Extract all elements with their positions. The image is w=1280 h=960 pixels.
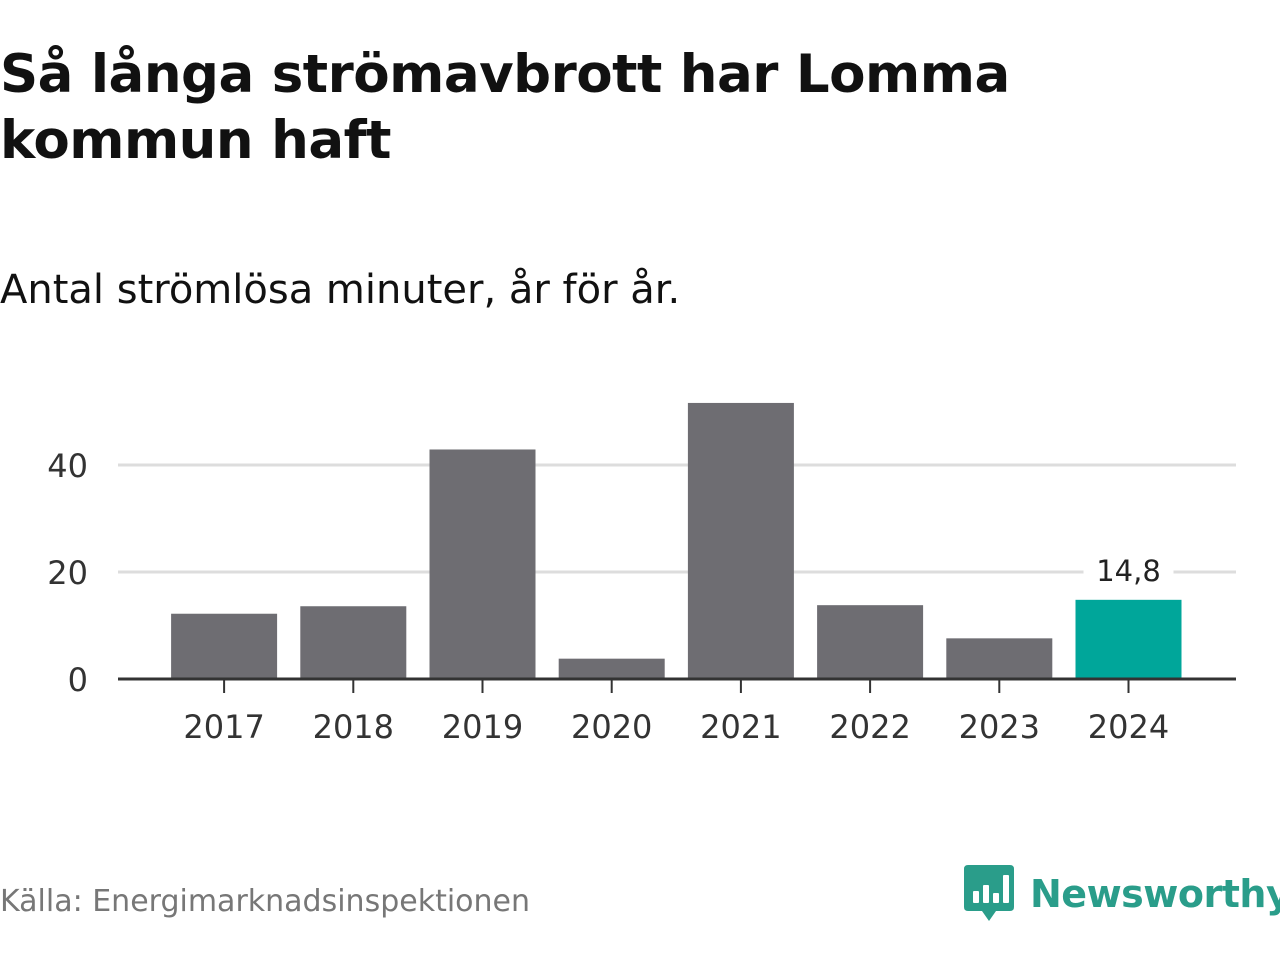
x-tick-label: 2023 [959, 708, 1040, 746]
x-tick-label: 2020 [571, 708, 652, 746]
chart-subtitle: Antal strömlösa minuter, år för år. [0, 267, 681, 313]
x-tick-label: 2017 [183, 708, 264, 746]
x-tick-label: 2022 [829, 708, 910, 746]
data-label-background [1083, 552, 1174, 589]
x-axis [118, 677, 1236, 693]
bar-2020 [558, 658, 665, 679]
y-tick-label: 20 [47, 554, 88, 592]
x-axis-labels: 2017 2018 2019 2020 2021 2022 2023 2024 [183, 708, 1169, 746]
bar-2019 [429, 449, 536, 679]
grid-lines [118, 463, 1236, 574]
newsworthy-logo-icon [964, 865, 1014, 921]
bar-2024 [1075, 599, 1182, 679]
bar-2018 [300, 606, 407, 679]
y-tick-label: 0 [68, 661, 88, 699]
bar-2017 [171, 613, 278, 679]
chart-title: Så långa strömavbrott har Lomma kommun h… [0, 44, 1010, 171]
bar-2021 [687, 402, 794, 679]
bar-2023 [946, 638, 1053, 679]
bar-chart: 0 20 40 2017 2018 2019 2020 2021 2022 2023 2024 1… [47, 402, 1236, 746]
bars [171, 402, 1182, 679]
y-tick-label: 40 [47, 447, 88, 485]
x-tick-label: 2021 [700, 708, 781, 746]
y-axis-labels: 0 20 40 [47, 447, 88, 699]
bar-2022 [817, 605, 924, 679]
x-tick-label: 2019 [442, 708, 523, 746]
data-label: 14,8 [1096, 554, 1161, 588]
x-tick-label: 2024 [1088, 708, 1169, 746]
x-tick-label: 2018 [313, 708, 394, 746]
source-note: Källa: Energimarknadsinspektionen [0, 884, 531, 919]
brand-logo: Newsworthy [962, 862, 1280, 926]
brand-name: Newsworthy [1030, 872, 1280, 916]
data-labels: 14,8 [1083, 552, 1174, 589]
